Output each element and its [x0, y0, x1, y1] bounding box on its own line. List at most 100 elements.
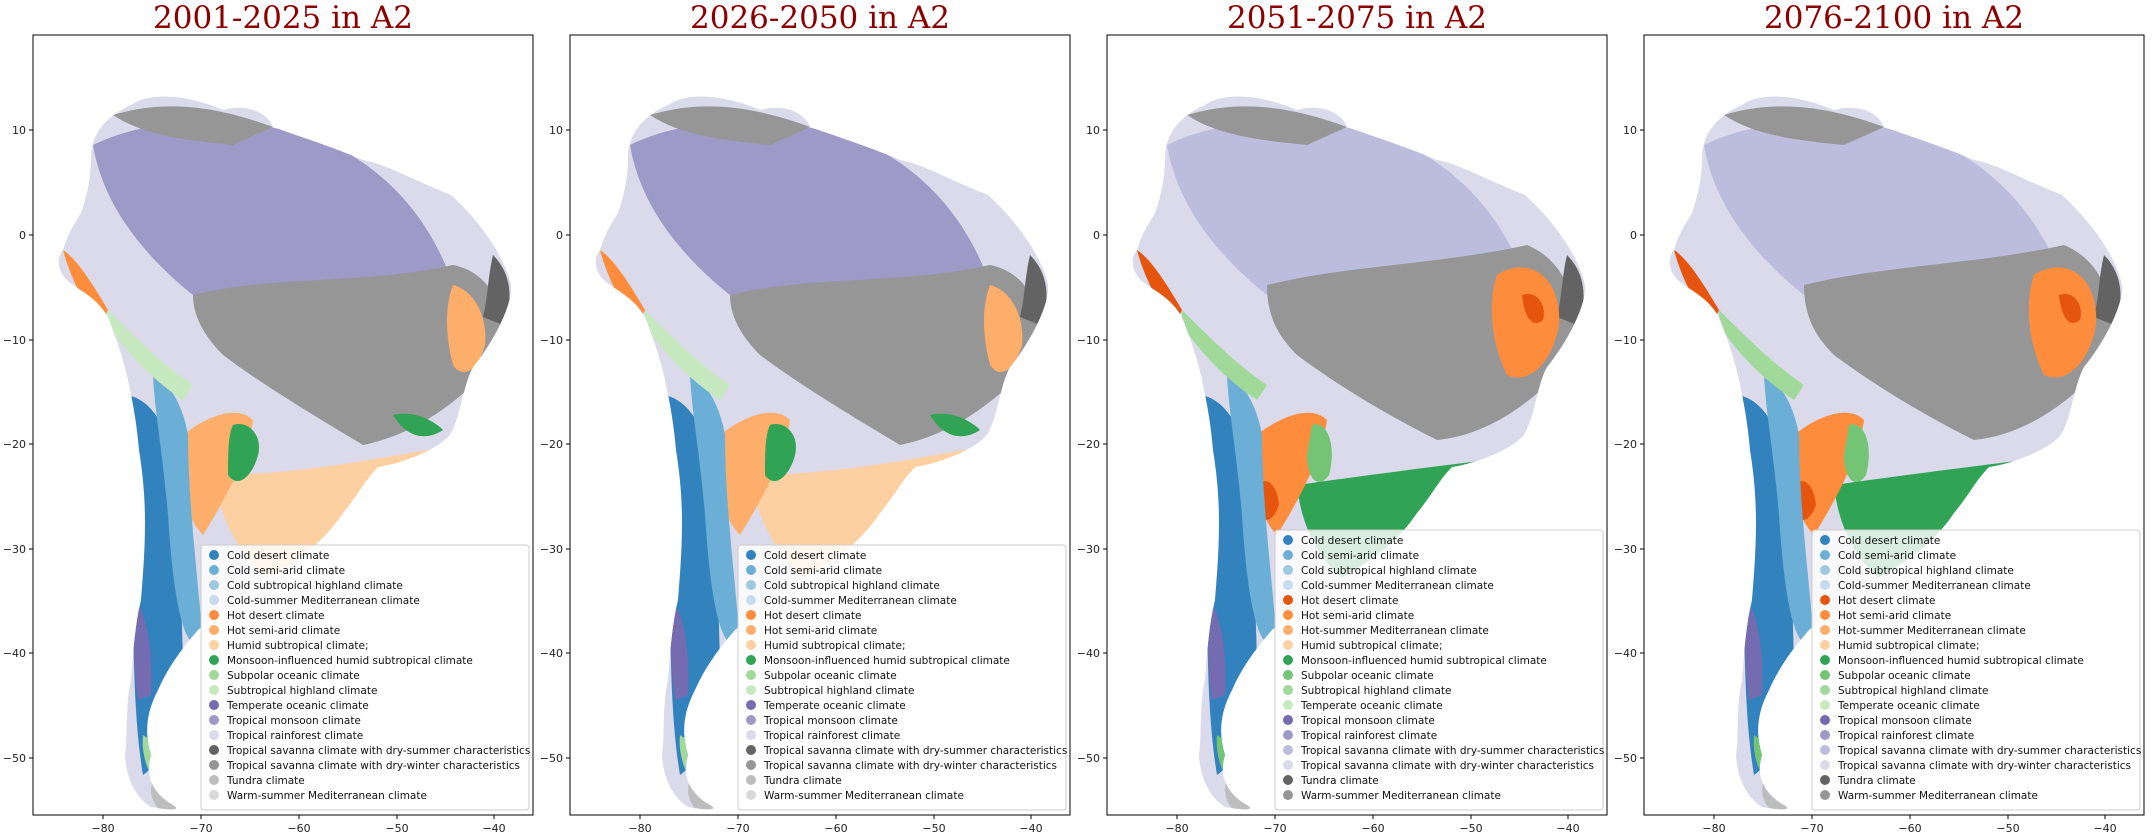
climate-zone: [1557, 255, 1584, 325]
legend-marker: [1283, 550, 1293, 560]
legend-marker: [1283, 745, 1293, 755]
legend-label: Cold desert climate: [227, 550, 329, 562]
legend-label: Cold semi-arid climate: [1301, 550, 1419, 562]
x-tick-label: −70: [726, 822, 749, 835]
legend-marker: [209, 655, 219, 665]
legend-box: [200, 544, 530, 811]
legend-marker: [1820, 715, 1830, 725]
legend-marker: [1820, 625, 1830, 635]
climate-zone: [113, 106, 273, 145]
legend-marker: [1283, 655, 1293, 665]
legend-label: Subtropical highland climate: [227, 685, 377, 697]
climate-zone: [645, 310, 730, 400]
legend-label: Cold semi-arid climate: [764, 565, 882, 577]
y-tick-label: −10: [1077, 334, 1100, 347]
climate-zone: [1491, 267, 1560, 378]
legend-marker: [209, 700, 219, 710]
climate-zone: [1020, 255, 1047, 325]
legend-marker: [1283, 670, 1293, 680]
y-tick-label: −30: [3, 543, 26, 556]
legend-marker: [1820, 610, 1830, 620]
y-tick-label: −50: [540, 752, 563, 765]
climate-zone: [1719, 310, 1804, 400]
y-tick-label: −40: [540, 647, 563, 660]
legend-marker: [746, 565, 756, 575]
x-tick-label: −70: [1800, 822, 1823, 835]
legend-label: Humid subtropical climate;: [1838, 640, 1980, 652]
legend-marker: [746, 610, 756, 620]
legend-label: Humid subtropical climate;: [1301, 640, 1443, 652]
legend-marker: [1820, 700, 1830, 710]
legend-marker: [209, 550, 219, 560]
y-tick-label: −40: [3, 647, 26, 660]
y-tick-label: −30: [540, 543, 563, 556]
y-tick-label: −20: [1614, 438, 1637, 451]
x-tick-label: −80: [628, 822, 651, 835]
legend-label: Warm-summer Mediterranean climate: [227, 790, 427, 802]
x-tick-label: −40: [482, 822, 505, 835]
legend-label: Hot semi-arid climate: [227, 625, 340, 637]
legend-label: Tundra climate: [1300, 775, 1379, 787]
legend-label: Monsoon-influenced humid subtropical cli…: [764, 655, 1010, 667]
legend-marker: [1820, 790, 1830, 800]
legend-label: Tropical savanna climate with dry-summer…: [1300, 745, 1604, 757]
x-tick-label: −60: [824, 822, 847, 835]
legend-label: Temperate oceanic climate: [1837, 700, 1980, 712]
climate-zone: [1307, 424, 1332, 483]
legend-label: Subpolar oceanic climate: [1301, 670, 1434, 682]
climate-zone: [650, 106, 810, 145]
legend-marker: [1820, 685, 1830, 695]
legend-marker: [209, 565, 219, 575]
legend-label: Cold desert climate: [1838, 535, 1940, 547]
y-tick-label: −20: [3, 438, 26, 451]
legend-label: Cold-summer Mediterranean climate: [764, 595, 957, 607]
legend-label: Hot desert climate: [227, 610, 324, 622]
legend-label: Cold semi-arid climate: [1838, 550, 1956, 562]
legend-label: Cold-summer Mediterranean climate: [1301, 580, 1494, 592]
legend: Cold desert climate Cold semi-arid climat…: [737, 544, 1067, 811]
legend-marker: [209, 685, 219, 695]
legend-label: Tundra climate: [226, 775, 305, 787]
legend-label: Temperate oceanic climate: [226, 700, 369, 712]
legend-marker: [746, 760, 756, 770]
legend-label: Cold-summer Mediterranean climate: [227, 595, 420, 607]
x-tick-label: −40: [1556, 822, 1579, 835]
y-tick-label: −20: [1077, 438, 1100, 451]
legend-label: Hot semi-arid climate: [1838, 610, 1951, 622]
legend-marker: [1283, 535, 1293, 545]
legend-marker: [746, 655, 756, 665]
legend-marker: [1820, 670, 1830, 680]
climate-zone: [730, 265, 1038, 445]
x-tick-label: −60: [1898, 822, 1921, 835]
legend-marker: [1820, 655, 1830, 665]
legend-marker: [209, 640, 219, 650]
climate-zone: [765, 424, 796, 482]
legend-label: Cold subtropical highland climate: [1838, 565, 2014, 577]
climate-zone: [153, 375, 203, 647]
map-panel-4: 2076-2100 in A2 −80 −70 −60 −50 −40 10 0 −10 −20 −…: [1614, 0, 2145, 835]
y-tick-label: −10: [3, 334, 26, 347]
panel-title: 2001-2025 in A2: [153, 0, 413, 36]
legend-marker: [209, 790, 219, 800]
y-tick-label: −40: [1077, 647, 1100, 660]
x-tick-label: −80: [91, 822, 114, 835]
climate-zone: [108, 310, 193, 400]
legend-marker: [1820, 550, 1830, 560]
x-tick-label: −50: [385, 822, 408, 835]
y-tick-label: −30: [1077, 543, 1100, 556]
climate-zone: [193, 265, 501, 445]
legend-marker: [1820, 595, 1830, 605]
legend-marker: [209, 775, 219, 785]
x-tick-label: −70: [189, 822, 212, 835]
legend-label: Cold subtropical highland climate: [764, 580, 940, 592]
legend-marker: [1283, 790, 1293, 800]
legend-marker: [746, 715, 756, 725]
legend-label: Hot desert climate: [764, 610, 861, 622]
y-tick-label: 0: [1630, 229, 1637, 242]
legend-label: Tropical savanna climate with dry-summer…: [763, 745, 1067, 757]
climate-zone: [133, 595, 152, 700]
legend-marker: [1820, 580, 1830, 590]
legend-label: Hot-summer Mediterranean climate: [1301, 625, 1489, 637]
legend-label: Tropical savanna climate with dry-winter…: [1300, 760, 1594, 772]
legend-marker: [746, 625, 756, 635]
